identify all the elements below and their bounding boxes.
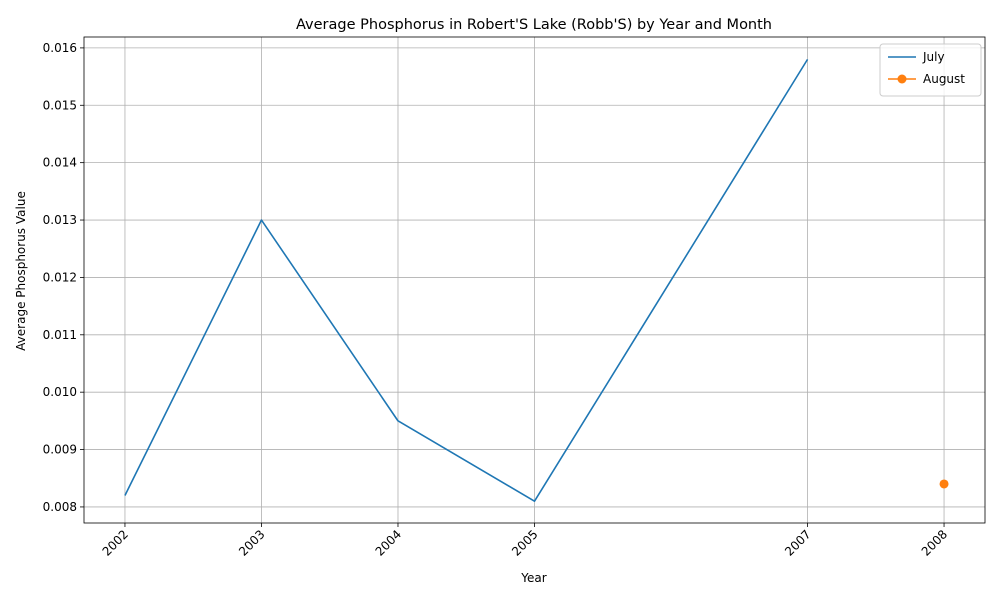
legend-entries: July August: [888, 50, 965, 86]
chart-title: Average Phosphorus in Robert'S Lake (Rob…: [296, 17, 772, 33]
y-tick-label: 0.012: [43, 270, 77, 284]
data-point-august: [939, 479, 949, 489]
y-tick-label: 0.009: [43, 443, 77, 457]
legend: July August: [879, 43, 982, 97]
series-lines: [124, 58, 949, 503]
y-tick-label: 0.011: [43, 328, 77, 342]
y-tick-label: 0.016: [43, 41, 77, 55]
legend-label-july: July: [922, 50, 945, 64]
y-tick-label: 0.015: [43, 98, 77, 112]
y-tick-label: 0.014: [43, 156, 77, 170]
legend-marker-august: [897, 74, 907, 84]
series-line-july: [124, 58, 809, 503]
legend-label-august: August: [923, 72, 965, 86]
y-axis-ticks: 0.008 0.009 0.010 0.011 0.012 0.013 0.014 0.015…: [43, 41, 84, 514]
y-tick-label: 0.010: [43, 385, 77, 399]
y-tick-label: 0.008: [43, 500, 77, 514]
grid-lines: [84, 37, 985, 523]
y-axis-label: Average Phosphorus Value: [14, 191, 28, 351]
x-axis-label: Year: [520, 571, 546, 585]
y-tick-label: 0.013: [43, 213, 77, 227]
